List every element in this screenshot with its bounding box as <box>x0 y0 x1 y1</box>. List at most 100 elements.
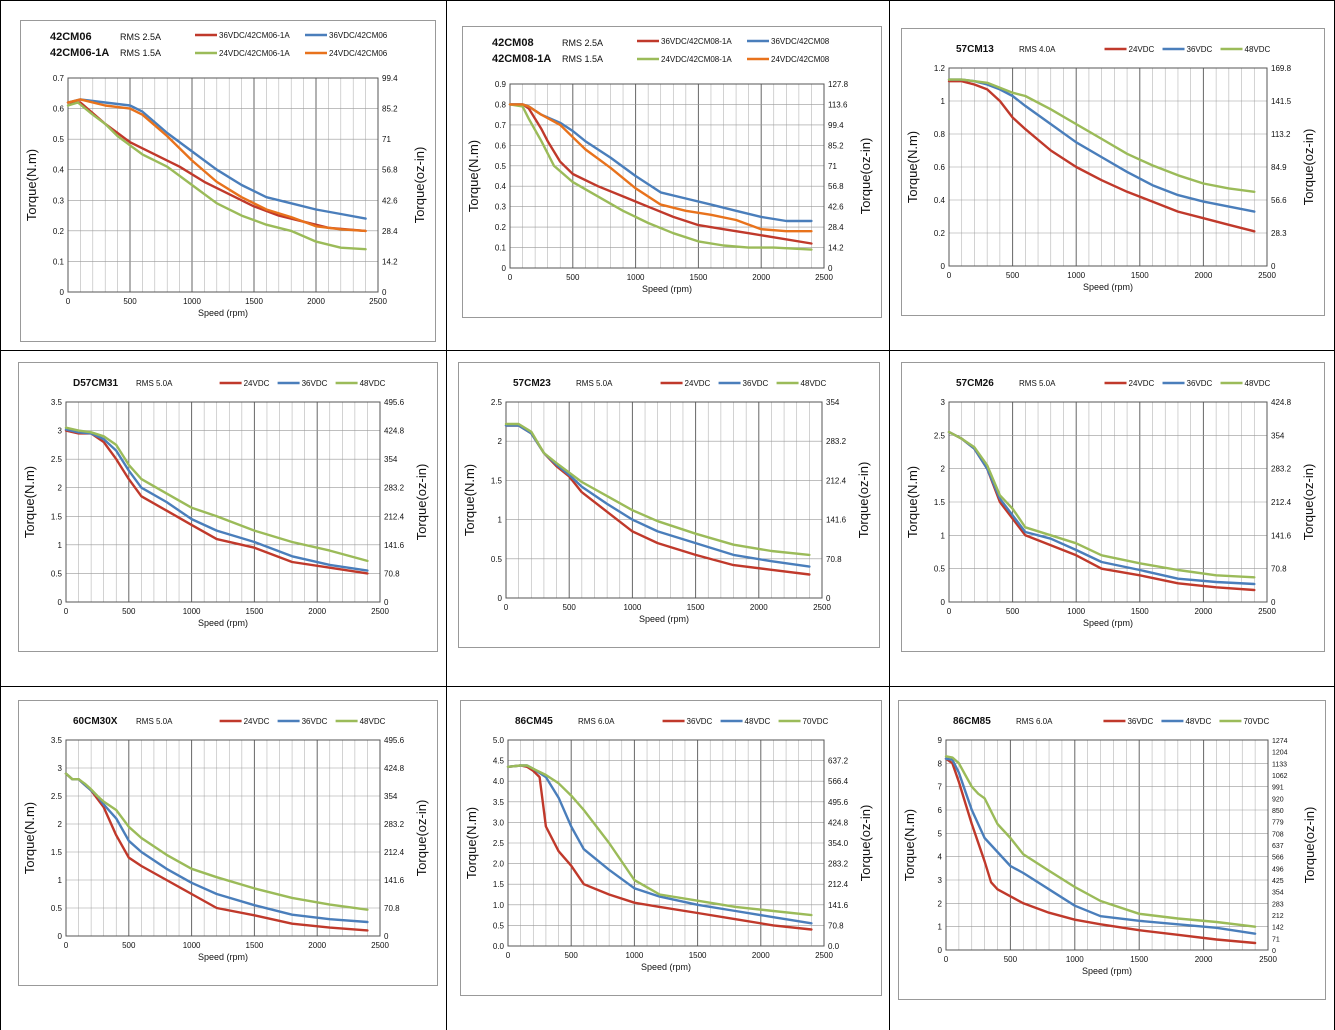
legend-label: 24VDC <box>244 379 270 388</box>
y-tick-label: 1.5 <box>493 880 505 889</box>
y2-tick-label: 169.8 <box>1271 64 1292 73</box>
y2-tick-label: 70.8 <box>384 569 400 578</box>
y-tick-label: 9 <box>938 736 943 745</box>
model-name: 60CM30X <box>73 716 118 727</box>
y2-tick-label: 0 <box>1271 262 1276 271</box>
y-tick-label: 6 <box>938 806 943 815</box>
y-tick-label: 0.2 <box>53 227 65 236</box>
y-tick-label: 3.5 <box>51 736 63 745</box>
y-tick-label: 0.3 <box>495 203 507 212</box>
y-tick-label: 5.0 <box>493 736 505 745</box>
y2-tick-label: 71 <box>828 162 837 171</box>
y2-tick-label: 0 <box>384 598 389 607</box>
legend-label: 24VDC <box>1129 45 1155 54</box>
x-tick-label: 2500 <box>813 603 831 612</box>
y-tick-label: 0.5 <box>491 555 503 564</box>
y2-axis-label: Torque(oz-in) <box>1301 129 1316 206</box>
series-line <box>504 422 811 557</box>
x-tick-label: 2500 <box>1259 955 1277 964</box>
series-line <box>506 764 813 931</box>
x-tick-label: 1000 <box>1066 955 1084 964</box>
y-tick-label: 0 <box>60 288 65 297</box>
y-tick-label: 2.5 <box>934 431 946 440</box>
x-tick-label: 1500 <box>1131 607 1149 616</box>
x-tick-label: 2000 <box>307 297 325 306</box>
chart-57cm26: 57CM26 RMS 5.0A 24VDC 36VDC 48VDC 0 0.5 1 1.5 2 2.… <box>901 362 1325 652</box>
series-line <box>64 428 369 572</box>
x-axis-label: Speed (rpm) <box>642 284 692 294</box>
y-tick-label: 0.4 <box>934 196 946 205</box>
y2-axis-label: Torque(oz-in) <box>414 800 429 877</box>
rms-rating: RMS 2.5A <box>562 38 603 48</box>
x-tick-label: 0 <box>64 607 69 616</box>
x-axis-label: Speed (rpm) <box>639 614 689 624</box>
y2-tick-label: 141.6 <box>384 876 405 885</box>
x-tick-label: 1500 <box>690 273 708 282</box>
grid-cell <box>0 686 446 1030</box>
y2-tick-label: 354 <box>384 792 398 801</box>
x-axis-label: Speed (rpm) <box>1083 282 1133 292</box>
x-tick-label: 500 <box>1006 607 1020 616</box>
y2-tick-label: 424.8 <box>384 764 405 773</box>
y-tick-label: 0.2 <box>495 223 507 232</box>
legend-label: 36VDC/42CM06-1A <box>219 31 290 40</box>
model-name: 86CM45 <box>515 716 553 727</box>
y2-tick-label: 495.6 <box>828 798 849 807</box>
y2-tick-label: 42.6 <box>382 196 398 205</box>
x-tick-label: 500 <box>565 951 579 960</box>
grid-cell <box>0 0 446 350</box>
x-tick-label: 2500 <box>371 607 389 616</box>
y-tick-label: 0.6 <box>495 141 507 150</box>
grid-cell <box>446 350 889 686</box>
legend-label: 36VDC/42CM08 <box>771 37 830 46</box>
y2-tick-label: 354 <box>1271 431 1285 440</box>
x-axis-label: Speed (rpm) <box>641 962 691 972</box>
x-tick-label: 2000 <box>308 607 326 616</box>
y2-tick-label: 113.2 <box>1271 130 1291 139</box>
y2-tick-label: 141.6 <box>1271 531 1292 540</box>
model-name: 57CM13 <box>956 44 994 55</box>
series-line <box>508 103 813 245</box>
series-line <box>944 755 1257 928</box>
y-axis-label: Torque(N.m) <box>22 802 37 874</box>
series-line <box>508 103 813 233</box>
y2-tick-label: 99.4 <box>828 121 844 130</box>
y-tick-label: 0 <box>941 262 946 271</box>
x-tick-label: 1500 <box>1130 955 1148 964</box>
y-tick-label: 8 <box>938 759 943 768</box>
y-tick-label: 7 <box>938 783 943 792</box>
x-tick-label: 1000 <box>183 607 201 616</box>
y2-tick-label: 70.8 <box>826 555 842 564</box>
x-tick-label: 2000 <box>750 603 768 612</box>
x-tick-label: 0 <box>508 273 513 282</box>
y-tick-label: 0 <box>938 946 943 955</box>
y2-tick-label: 920 <box>1272 796 1284 803</box>
y-tick-label: 2.5 <box>493 839 505 848</box>
x-tick-label: 2500 <box>1258 271 1276 280</box>
y2-tick-label: 495.6 <box>384 398 405 407</box>
x-tick-label: 1000 <box>1067 271 1085 280</box>
series-line <box>947 80 1256 233</box>
model-name: 42CM08 <box>492 37 534 49</box>
y-tick-label: 4.5 <box>493 757 505 766</box>
y2-tick-label: 424.8 <box>828 818 849 827</box>
legend-label: 48VDC <box>745 717 771 726</box>
y2-tick-label: 212.4 <box>384 848 405 857</box>
x-tick-label: 2500 <box>815 273 833 282</box>
y2-tick-label: 71 <box>382 135 391 144</box>
y2-axis-label: Torque(oz-in) <box>856 462 871 539</box>
y2-tick-label: 28.4 <box>382 227 398 236</box>
y2-axis-label: Torque(oz-in) <box>412 147 427 224</box>
y2-tick-label: 212.4 <box>828 880 849 889</box>
x-tick-label: 0 <box>506 951 511 960</box>
y2-tick-label: 354 <box>384 455 398 464</box>
y-tick-label: 0.1 <box>495 244 507 253</box>
y2-tick-label: 141.6 <box>826 516 847 525</box>
legend-label: 48VDC <box>1245 379 1271 388</box>
x-axis-label: Speed (rpm) <box>1083 618 1133 628</box>
y-tick-label: 4 <box>938 853 943 862</box>
y2-tick-label: 141.5 <box>1271 97 1292 106</box>
y2-tick-label: 0 <box>382 288 387 297</box>
y2-tick-label: 496 <box>1272 866 1284 873</box>
